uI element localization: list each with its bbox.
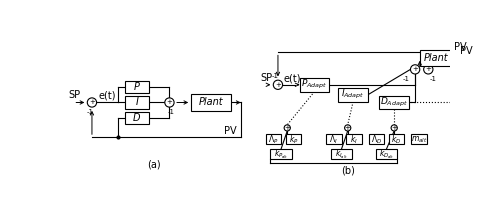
Bar <box>368 135 384 144</box>
Text: PV: PV <box>224 126 237 136</box>
Text: $k_I$: $k_I$ <box>350 133 358 146</box>
Bar <box>124 81 150 93</box>
Bar <box>376 149 398 159</box>
Text: PV: PV <box>454 42 466 52</box>
Text: $\Lambda_D$: $\Lambda_D$ <box>371 133 382 146</box>
Text: +: + <box>392 125 397 131</box>
Bar <box>266 135 281 144</box>
Bar <box>326 135 342 144</box>
Circle shape <box>391 125 398 131</box>
Text: $k_P$: $k_P$ <box>288 133 298 146</box>
Bar <box>338 88 368 102</box>
Text: +: + <box>89 99 95 105</box>
Text: PV: PV <box>460 46 472 56</box>
Bar <box>420 50 452 66</box>
Text: +: + <box>426 66 431 72</box>
Bar <box>270 149 292 159</box>
Circle shape <box>410 65 420 74</box>
Text: $k_{D_{alt}}$: $k_{D_{alt}}$ <box>378 147 394 161</box>
Text: -1: -1 <box>430 76 437 82</box>
Bar <box>300 78 329 92</box>
Circle shape <box>424 65 433 74</box>
Text: Plant: Plant <box>424 53 448 63</box>
Text: +: + <box>345 125 350 131</box>
Text: $k_{I_{alt}}$: $k_{I_{alt}}$ <box>335 147 348 161</box>
Text: e(t): e(t) <box>98 91 116 101</box>
Circle shape <box>88 98 96 107</box>
Text: e(t): e(t) <box>284 73 301 83</box>
Bar <box>124 96 150 109</box>
Text: -1: -1 <box>87 109 94 115</box>
Circle shape <box>274 80 282 89</box>
Bar <box>346 135 362 144</box>
Text: -1: -1 <box>168 109 174 115</box>
Text: SP: SP <box>260 73 272 83</box>
Text: $I_{Adapt}$: $I_{Adapt}$ <box>342 88 365 101</box>
Circle shape <box>165 98 174 107</box>
Text: $k_{P_{alt}}$: $k_{P_{alt}}$ <box>274 147 288 161</box>
Text: (b): (b) <box>341 166 354 176</box>
Bar <box>191 94 232 111</box>
Bar <box>411 135 427 144</box>
Circle shape <box>284 125 290 131</box>
Text: +: + <box>166 99 172 105</box>
Circle shape <box>344 125 351 131</box>
Text: $D_{Adapt}$: $D_{Adapt}$ <box>380 96 408 109</box>
Text: +: + <box>412 66 418 72</box>
Text: Plant: Plant <box>199 97 224 108</box>
Bar <box>389 135 404 144</box>
Text: (a): (a) <box>147 159 161 170</box>
Bar <box>286 135 301 144</box>
Text: +: + <box>275 82 281 88</box>
Text: I: I <box>136 97 138 108</box>
Bar <box>380 96 409 109</box>
Text: $m_{alt}$: $m_{alt}$ <box>411 134 427 145</box>
Bar <box>330 149 352 159</box>
Text: D: D <box>133 113 140 123</box>
Bar <box>124 112 150 124</box>
Text: $\Lambda_I$: $\Lambda_I$ <box>330 133 338 146</box>
Text: +: + <box>284 125 290 131</box>
Text: P: P <box>134 82 140 92</box>
Text: $P_{Adapt}$: $P_{Adapt}$ <box>301 78 328 91</box>
Text: -1: -1 <box>272 73 279 79</box>
Text: -1: -1 <box>402 76 409 82</box>
Text: SP: SP <box>68 90 80 100</box>
Text: $\Lambda_P$: $\Lambda_P$ <box>268 133 278 146</box>
Text: $k_D$: $k_D$ <box>392 133 402 146</box>
